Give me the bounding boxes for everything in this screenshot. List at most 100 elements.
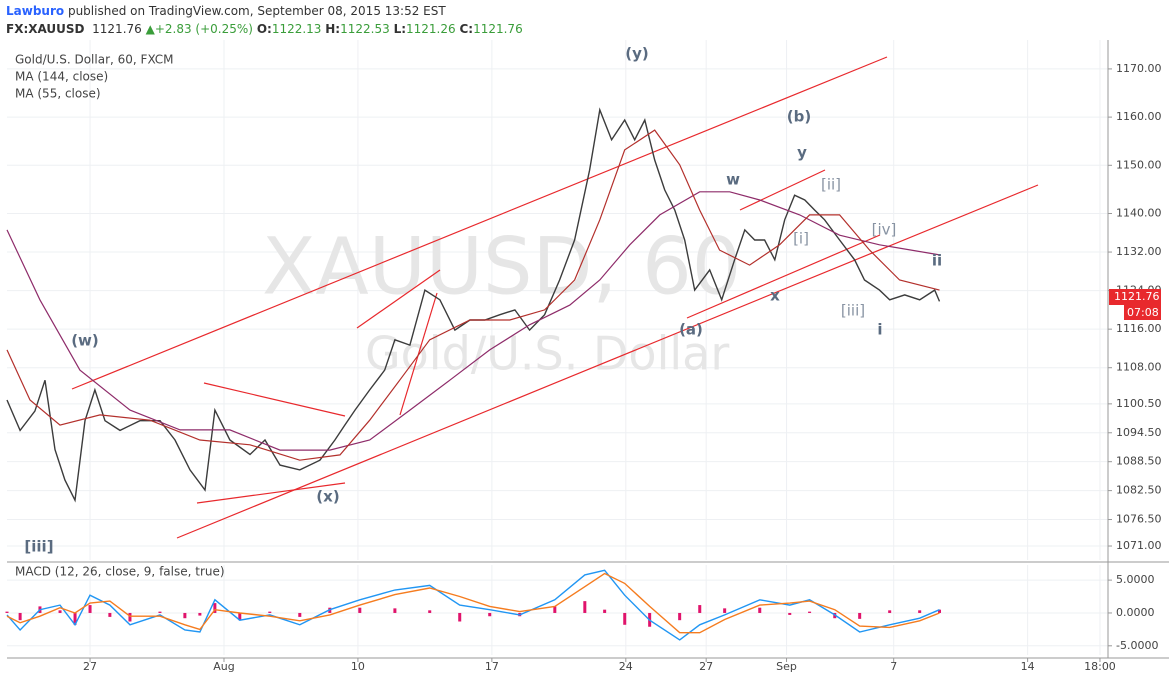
symbol: FX:XAUUSD <box>6 22 85 36</box>
high-label: H: <box>325 22 341 36</box>
x-tick-label: Sep <box>776 660 797 673</box>
wave-label: i <box>877 321 882 339</box>
change-value: +2.83 (+0.25%) <box>154 22 253 36</box>
wave-label: [i] <box>793 230 809 248</box>
y-tick-label: 1082.50 <box>1116 484 1162 497</box>
histogram-bar <box>553 606 557 613</box>
histogram-bar <box>298 612 302 617</box>
x-tick-label: 7 <box>890 660 897 673</box>
watermark-name: Gold/U.S. Dollar <box>365 327 729 381</box>
histogram-bar <box>938 609 942 613</box>
trend-line <box>203 382 346 417</box>
open: 1122.13 <box>271 22 322 36</box>
plots <box>5 107 942 641</box>
series-line <box>6 191 940 451</box>
y-tick-label: 1150.00 <box>1116 158 1162 171</box>
histogram-bar <box>5 611 9 613</box>
series-line <box>6 569 940 641</box>
trend-line <box>196 482 346 504</box>
x-tick-label: 27 <box>83 660 97 673</box>
histogram-bar <box>723 608 727 613</box>
last-price-box <box>1109 289 1161 305</box>
wave-label: x <box>770 287 780 305</box>
histogram-bar <box>458 612 462 622</box>
histogram-bar <box>158 611 162 613</box>
histogram-bar <box>583 601 587 613</box>
wave-label: y <box>797 144 807 162</box>
publish-line: Lawburo published on TradingView.com, Se… <box>6 2 523 20</box>
wave-label: [ii] <box>821 176 841 194</box>
histogram-bar <box>358 607 362 613</box>
wave-label: (y) <box>625 45 649 63</box>
wave-label: [iii] <box>841 302 865 320</box>
histogram-bar <box>888 610 892 613</box>
wave-label: (w) <box>71 332 99 350</box>
wave-label: w <box>726 171 740 189</box>
high: 1122.53 <box>340 22 390 36</box>
histogram-bar <box>58 610 62 613</box>
macd-title: MACD (12, 26, close, 9, false, true) <box>15 565 225 579</box>
grid: 1071.00 1076.50 1082.50 1088.50 1094.50 1100.… <box>7 40 1162 673</box>
countdown-box <box>1124 305 1161 320</box>
histogram-bar <box>428 610 432 613</box>
histogram-bar <box>18 612 22 621</box>
chart-title: Gold/U.S. Dollar, 60, FXCM <box>15 53 174 67</box>
histogram-bar <box>678 612 682 621</box>
wave-labels: (y) (b) y w [ii] [iv] [i] ii x (a) [iii]… <box>24 45 942 556</box>
series-line <box>6 129 940 461</box>
trend-line <box>71 56 888 390</box>
histogram-bar <box>183 612 187 619</box>
histogram-bar <box>758 607 762 613</box>
histogram-bar <box>198 612 202 616</box>
publisher[interactable]: Lawburo <box>6 4 65 18</box>
x-tick-label: 24 <box>619 660 633 673</box>
y-tick-label: 1088.50 <box>1116 455 1162 468</box>
open-label: O: <box>256 22 272 36</box>
wave-label: [iv] <box>872 221 897 239</box>
y-tick-label: 1108.00 <box>1116 361 1162 374</box>
wave-label: (b) <box>787 108 811 126</box>
series-line <box>6 107 941 503</box>
x-tick-label: 27 <box>699 660 713 673</box>
y-tick-label: 1100.50 <box>1116 397 1162 410</box>
last: 1121.76 <box>92 22 142 36</box>
x-tick-label: 10 <box>351 660 365 673</box>
watermark-symbol: XAUUSD, 60 <box>262 222 741 312</box>
y-tick-label: 1132.00 <box>1116 245 1162 258</box>
histogram-bar <box>73 612 77 625</box>
legend: MA (144, close) MA (55, close) <box>15 70 108 101</box>
change: ▲+2.83 (+0.25%) <box>145 22 253 36</box>
histogram-bar <box>238 612 242 621</box>
y-tick-label: 1071.00 <box>1116 539 1162 552</box>
wave-label: [iii] <box>24 538 53 556</box>
trend-line <box>356 269 441 329</box>
histogram-bar <box>268 611 272 613</box>
trend-line <box>686 234 881 319</box>
y-tick-label: 1170.00 <box>1116 62 1162 75</box>
close: 1121.76 <box>473 22 523 36</box>
trend-line <box>739 169 826 211</box>
histogram-bar <box>213 603 217 613</box>
histogram-bar <box>393 608 397 613</box>
y-tick-label: 1140.00 <box>1116 206 1162 219</box>
histogram-bar <box>88 605 92 613</box>
wave-label: (x) <box>316 488 339 506</box>
wave-label: (a) <box>679 321 703 339</box>
legend-entry: MA (55, close) <box>15 87 101 101</box>
wave-label: ii <box>932 252 942 270</box>
histogram-bar <box>623 612 627 625</box>
histogram-bar <box>603 609 607 613</box>
header: Lawburo published on TradingView.com, Se… <box>6 2 523 38</box>
y-tick-label: 1160.00 <box>1116 110 1162 123</box>
quote-line: FX:XAUUSD 1121.76 ▲+2.83 (+0.25%) O:1122… <box>6 20 523 38</box>
last-price: 1121.76 <box>1114 290 1160 303</box>
x-tick-label: 18:00 <box>1084 660 1116 673</box>
y-tick-label: 1116.00 <box>1116 322 1162 335</box>
histogram-bar <box>918 610 922 613</box>
series-line <box>6 572 940 634</box>
x-tick-label: Aug <box>213 660 234 673</box>
histogram-bar <box>488 612 492 617</box>
y-tick-label: 1076.50 <box>1116 513 1162 526</box>
